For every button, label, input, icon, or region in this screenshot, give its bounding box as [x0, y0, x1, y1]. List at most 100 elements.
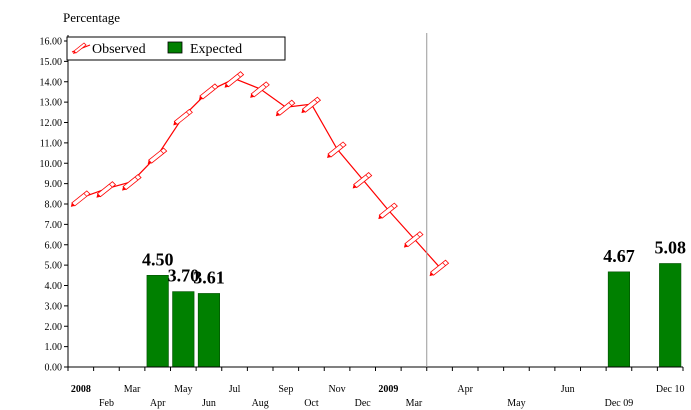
pencil-band [211, 86, 216, 90]
y-tick-label: 4.00 [45, 281, 63, 292]
expected-bar-value-label: 3.70 [168, 266, 200, 286]
y-tick-label: 2.00 [45, 322, 63, 333]
y-tick-label: 15.00 [40, 57, 63, 68]
pencil-body [404, 231, 424, 248]
x-axis-ticks: 2008 Feb Mar Apr May Jun Jul Aug Sep Oct Nov Dec 200… [67, 367, 685, 409]
pencil-body [250, 81, 270, 98]
x-tick-label: Dec [355, 398, 372, 409]
expected-bar [659, 263, 682, 368]
y-tick-label: 8.00 [45, 200, 63, 211]
pencil-band [134, 176, 139, 181]
x-tick-label: 2008 [71, 384, 91, 395]
expected-bar-value-label: 5.08 [654, 237, 686, 257]
x-tick-label: Jul [229, 384, 241, 395]
pencil-tip [122, 186, 127, 191]
pencil-body [122, 174, 142, 191]
pencil-band [186, 111, 190, 116]
y-tick-label: 16.00 [40, 37, 63, 48]
pencil-body [327, 141, 347, 158]
pencil-tip [352, 184, 357, 189]
observed-point-pencil-icon [173, 108, 193, 126]
x-tick-label: May [174, 384, 192, 395]
legend-observed-label: Observed [92, 42, 146, 57]
pencil-tip [378, 215, 383, 220]
pencil-body [71, 190, 91, 207]
expected-bar [607, 271, 630, 368]
pencil-body [96, 181, 117, 198]
y-tick-label: 6.00 [45, 240, 63, 251]
y-tick-label: 10.00 [40, 159, 63, 170]
y-axis-ticks: 0.00 1.00 2.00 3.00 4.00 5.00 6.00 7.00 8.00 9.00… [40, 37, 68, 374]
pencil-body [173, 108, 193, 125]
pencil-band [109, 183, 113, 188]
observed-point-pencil-icon [301, 96, 322, 114]
expected-bar-value-label: 4.67 [603, 246, 635, 266]
y-tick-label: 11.00 [40, 138, 62, 149]
observed-point-pencil-icon [378, 202, 398, 220]
pencil-tip [250, 93, 255, 98]
pencil-band [288, 102, 293, 106]
pencil-tip [198, 95, 203, 100]
y-tick-label: 7.00 [45, 220, 63, 231]
y-tick-label: 14.00 [40, 77, 63, 88]
pencil-tip [429, 272, 434, 277]
legend: Observed Expected [66, 36, 286, 61]
observed-line-series [70, 71, 450, 277]
pencil-tip [224, 83, 229, 88]
pencil-body [378, 202, 398, 219]
pencil-body [353, 172, 373, 189]
observed-point-pencil-icon [250, 81, 270, 98]
observed-point-pencil-icon [224, 71, 245, 88]
pencil-tip [96, 193, 101, 198]
axes [67, 33, 683, 368]
expected-bar-value-label: 4.50 [142, 249, 174, 269]
pencil-body [429, 259, 450, 276]
expected-bars: 4.503.703.61 4.67 5.08 [142, 237, 686, 368]
observed-point-pencil-icon [275, 99, 296, 117]
pencil-band [391, 205, 395, 209]
pencil-tip [70, 202, 75, 207]
expected-bar [197, 293, 221, 368]
expected-bar-value-label: 3.61 [193, 267, 225, 287]
pencil-tip [275, 112, 280, 117]
x-tick-label: Apr [150, 398, 166, 409]
pencil-tip [301, 109, 306, 114]
observed-point-pencil-icon [429, 259, 450, 277]
y-tick-label: 12.00 [40, 118, 63, 129]
pencil-tip [327, 153, 332, 158]
x-tick-label: Apr [457, 384, 473, 395]
pencil-tip [403, 243, 408, 248]
x-tick-label: Jun [561, 384, 575, 395]
x-tick-label: Dec 10 [656, 384, 685, 395]
x-tick-label: Dec 09 [605, 398, 634, 409]
pencil-band [416, 233, 421, 238]
expected-bar [172, 291, 195, 368]
pencil-band [314, 99, 318, 103]
observed-line [80, 78, 441, 268]
x-tick-label: May [507, 398, 525, 409]
x-tick-label: Mar [124, 384, 141, 395]
observed-point-pencil-icon [352, 172, 373, 189]
legend-expected-label: Expected [190, 42, 242, 57]
observed-point-pencil-icon [70, 190, 91, 207]
x-tick-label: Mar [406, 398, 423, 409]
y-tick-label: 0.00 [45, 363, 63, 374]
observed-point-pencil-icon [122, 174, 142, 191]
pencil-tip [147, 160, 152, 165]
x-tick-label: Sep [278, 384, 293, 395]
y-tick-label: 9.00 [45, 179, 63, 190]
pencil-band [365, 174, 369, 179]
observed-point-pencil-icon [198, 83, 219, 100]
pencil-band [339, 144, 344, 148]
pencil-body [224, 71, 245, 88]
y-tick-label: 1.00 [45, 342, 63, 353]
x-tick-label: Oct [304, 398, 319, 409]
pencil-band [237, 73, 241, 78]
pencil-band [160, 150, 164, 154]
y-tick-label: 5.00 [45, 261, 63, 272]
y-tick-label: 13.00 [40, 98, 63, 109]
expected-bar [146, 275, 169, 368]
y-axis-label: Percentage [63, 10, 120, 25]
x-tick-label: Nov [328, 384, 345, 395]
